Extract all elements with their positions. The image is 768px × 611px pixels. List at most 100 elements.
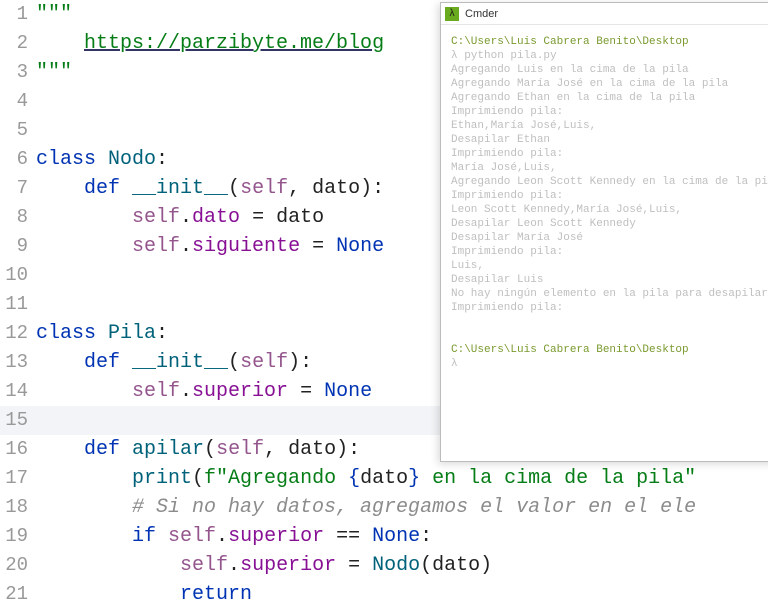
line-number: 1 bbox=[0, 0, 36, 29]
code-content[interactable]: if self.superior == None: bbox=[36, 522, 768, 551]
token-attr: superior bbox=[192, 380, 288, 403]
token-attr: siguiente bbox=[192, 235, 300, 258]
code-line[interactable]: 18 # Si no hay datos, agregamos el valor… bbox=[0, 493, 768, 522]
token-def: Nodo bbox=[108, 148, 156, 171]
terminal-output-line: Desapilar Ethan bbox=[451, 133, 768, 147]
terminal-titlebar[interactable]: λ Cmder bbox=[441, 3, 768, 25]
code-line[interactable]: 17 print(f"Agregando {dato} en la cima d… bbox=[0, 464, 768, 493]
line-number: 6 bbox=[0, 145, 36, 174]
terminal-output-line: Agregando Leon Scott Kennedy en la cima … bbox=[451, 175, 768, 189]
token-plain bbox=[36, 583, 180, 606]
line-number: 10 bbox=[0, 261, 36, 290]
token-plain: . bbox=[180, 380, 192, 403]
line-number: 11 bbox=[0, 290, 36, 319]
token-attr: superior bbox=[240, 554, 336, 577]
token-self: self bbox=[132, 235, 180, 258]
token-kw: return bbox=[180, 583, 252, 606]
token-interp: } bbox=[408, 467, 420, 490]
token-kw: def bbox=[84, 438, 132, 461]
terminal-output-line bbox=[451, 315, 768, 329]
line-number: 9 bbox=[0, 232, 36, 261]
token-kw: class bbox=[36, 148, 108, 171]
line-number: 8 bbox=[0, 203, 36, 232]
token-plain: . bbox=[228, 554, 240, 577]
token-plain: ( bbox=[192, 467, 204, 490]
terminal-output-line: Imprimiendo pila: bbox=[451, 105, 768, 119]
token-str: en la cima de la pila" bbox=[420, 467, 696, 490]
line-number: 14 bbox=[0, 377, 36, 406]
code-content[interactable]: print(f"Agregando {dato} en la cima de l… bbox=[36, 464, 768, 493]
token-plain bbox=[36, 351, 84, 374]
code-content[interactable]: # Si no hay datos, agregamos el valor en… bbox=[36, 493, 768, 522]
terminal-output-line: Agregando Ethan en la cima de la pila bbox=[451, 91, 768, 105]
terminal-window[interactable]: λ Cmder C:\Users\Luis Cabrera Benito\Des… bbox=[440, 2, 768, 462]
line-number: 20 bbox=[0, 551, 36, 580]
line-number: 18 bbox=[0, 493, 36, 522]
token-plain: . bbox=[180, 206, 192, 229]
token-kw: None bbox=[336, 235, 384, 258]
token-kw: None bbox=[372, 525, 420, 548]
token-cmt: # Si no hay datos, agregamos el valor en… bbox=[132, 496, 696, 519]
terminal-output-line: Agregando Luis en la cima de la pila bbox=[451, 63, 768, 77]
terminal-output-line: Desapilar Leon Scott Kennedy bbox=[451, 217, 768, 231]
terminal-output-line bbox=[451, 329, 768, 343]
terminal-output-line: María José,Luis, bbox=[451, 161, 768, 175]
token-plain: . bbox=[180, 235, 192, 258]
token-self: self bbox=[240, 177, 288, 200]
line-number: 21 bbox=[0, 580, 36, 609]
terminal-output-line: Desapilar María José bbox=[451, 231, 768, 245]
token-plain bbox=[36, 438, 84, 461]
token-self: self bbox=[168, 525, 216, 548]
token-plain bbox=[36, 496, 132, 519]
line-number: 15 bbox=[0, 406, 36, 435]
terminal-body[interactable]: C:\Users\Luis Cabrera Benito\Desktopλ py… bbox=[441, 25, 768, 377]
line-number: 12 bbox=[0, 319, 36, 348]
token-plain: (dato) bbox=[420, 554, 492, 577]
token-str: f"Agregando bbox=[204, 467, 348, 490]
code-line[interactable]: 21 return bbox=[0, 580, 768, 609]
token-self: self bbox=[132, 206, 180, 229]
token-kw: class bbox=[36, 322, 108, 345]
token-plain: = bbox=[300, 235, 336, 258]
cmder-icon: λ bbox=[445, 7, 459, 21]
token-plain: = bbox=[288, 380, 324, 403]
token-self: self bbox=[240, 351, 288, 374]
token-attr: superior bbox=[228, 525, 324, 548]
token-plain: ( bbox=[204, 438, 216, 461]
token-plain: == bbox=[324, 525, 372, 548]
token-plain: : bbox=[420, 525, 432, 548]
code-line[interactable]: 19 if self.superior == None: bbox=[0, 522, 768, 551]
token-interp: { bbox=[348, 467, 360, 490]
token-self: self bbox=[132, 380, 180, 403]
token-str: """ bbox=[36, 3, 72, 26]
token-kw: def bbox=[84, 351, 132, 374]
token-call: print bbox=[132, 467, 192, 490]
token-plain: ( bbox=[228, 351, 240, 374]
token-plain: ): bbox=[288, 351, 312, 374]
terminal-output-line: Luis, bbox=[451, 259, 768, 273]
terminal-output-line: Leon Scott Kennedy,María José,Luis, bbox=[451, 203, 768, 217]
code-line[interactable]: 20 self.superior = Nodo(dato) bbox=[0, 551, 768, 580]
line-number: 19 bbox=[0, 522, 36, 551]
token-call: Nodo bbox=[372, 554, 420, 577]
code-content[interactable]: self.superior = Nodo(dato) bbox=[36, 551, 768, 580]
token-plain bbox=[36, 554, 180, 577]
token-str: """ bbox=[36, 61, 72, 84]
line-number: 13 bbox=[0, 348, 36, 377]
token-plain: dato bbox=[360, 467, 408, 490]
terminal-title: Cmder bbox=[465, 7, 498, 21]
terminal-output-line: Imprimiendo pila: bbox=[451, 147, 768, 161]
line-number: 7 bbox=[0, 174, 36, 203]
token-def: Pila bbox=[108, 322, 156, 345]
token-def: __init__ bbox=[132, 351, 228, 374]
token-plain: ( bbox=[228, 177, 240, 200]
terminal-output-line: Imprimiendo pila: bbox=[451, 189, 768, 203]
token-attr: dato bbox=[192, 206, 240, 229]
terminal-output-line: No hay ningún elemento en la pila para d… bbox=[451, 287, 768, 301]
terminal-output-line: λ bbox=[451, 357, 768, 371]
token-self: self bbox=[180, 554, 228, 577]
token-plain: = bbox=[336, 554, 372, 577]
terminal-path: C:\Users\Luis Cabrera Benito\Desktop bbox=[451, 35, 768, 49]
token-plain bbox=[36, 467, 132, 490]
code-content[interactable]: return bbox=[36, 580, 768, 609]
